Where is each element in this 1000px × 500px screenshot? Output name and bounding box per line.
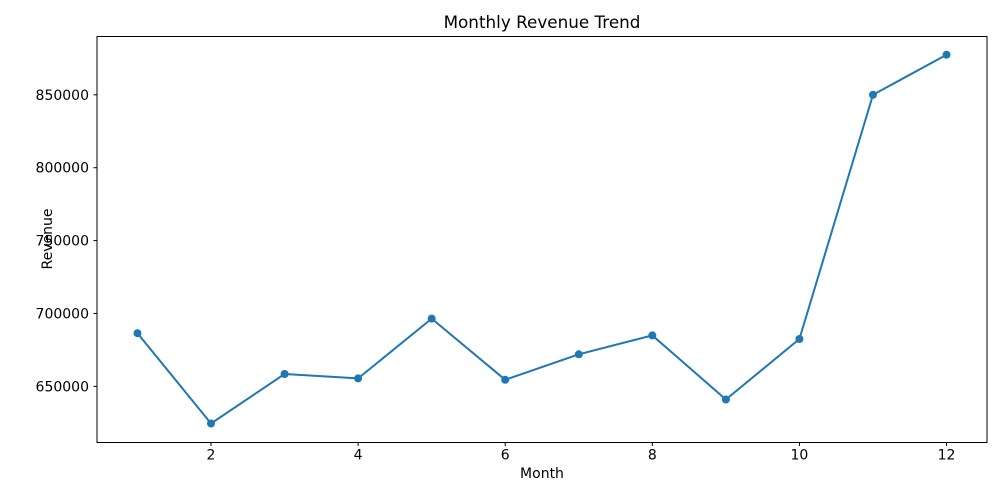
- data-point-marker: [427, 314, 436, 323]
- data-point-marker: [869, 90, 877, 99]
- data-point-marker: [207, 419, 215, 428]
- y-tick-label: 700000: [36, 306, 89, 322]
- data-point-marker: [354, 374, 363, 383]
- data-point-marker: [501, 375, 510, 384]
- x-tick-label: 10: [791, 448, 809, 464]
- x-tick-label: 12: [938, 448, 956, 464]
- data-point-marker: [133, 329, 142, 338]
- x-tick-label: 4: [354, 448, 363, 464]
- data-point-marker: [574, 350, 583, 359]
- data-point-marker: [280, 370, 289, 378]
- y-axis-label: Revenue: [40, 208, 56, 270]
- x-tick-label: 2: [207, 448, 216, 464]
- y-tick-label: 750000: [36, 234, 89, 250]
- y-tick-label: 800000: [36, 161, 89, 177]
- data-point-marker: [721, 395, 730, 404]
- data-point-marker: [942, 50, 951, 59]
- chart-title: Monthly Revenue Trend: [443, 12, 641, 32]
- x-tick-label: 6: [501, 448, 510, 464]
- y-tick-label: 850000: [36, 88, 89, 104]
- data-point-marker: [795, 335, 804, 343]
- plot-border: [96, 36, 988, 443]
- data-point-marker: [648, 331, 657, 340]
- x-axis-label: Month: [520, 466, 564, 482]
- trend-line: [136, 53, 948, 425]
- y-tick-label: 650000: [36, 379, 89, 395]
- x-tick-label: 8: [648, 448, 657, 464]
